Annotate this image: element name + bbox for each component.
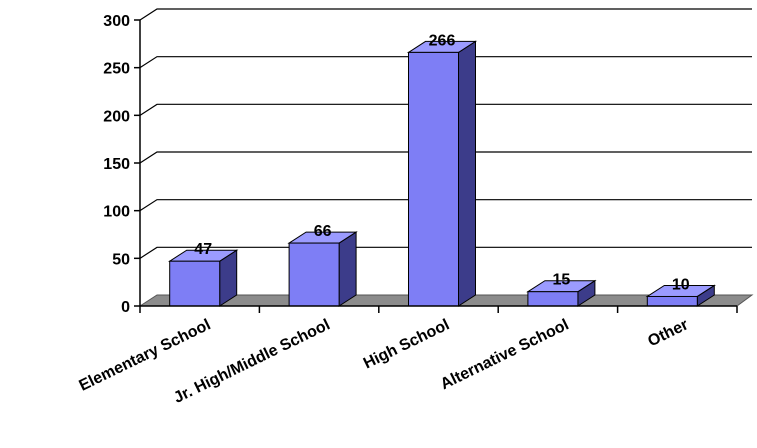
- bar-front-face: [408, 51, 459, 307]
- bars: [168, 40, 716, 307]
- bar-front-face: [288, 242, 340, 307]
- gridline: [139, 151, 752, 164]
- gridline: [139, 56, 752, 69]
- data-label: 266: [429, 32, 456, 49]
- bar-front-face: [527, 291, 579, 307]
- axes: [134, 19, 738, 313]
- y-tick-label: 250: [103, 61, 130, 78]
- y-tick-label: 0: [121, 299, 130, 316]
- bar: [168, 249, 239, 307]
- data-label: 15: [553, 272, 571, 289]
- x-category-label: Other: [645, 316, 691, 350]
- y-tick-label: 200: [103, 108, 130, 125]
- gridline: [139, 246, 752, 259]
- bar: [406, 40, 478, 307]
- y-tick-label: 100: [103, 204, 130, 221]
- y-tick-label: 300: [103, 13, 130, 30]
- bar-front-face: [169, 260, 221, 307]
- data-label: 66: [314, 223, 332, 240]
- data-label: 10: [672, 276, 690, 293]
- bar: [287, 231, 358, 307]
- y-tick-label: 150: [103, 156, 130, 173]
- bar-side-face: [458, 40, 476, 307]
- bar: [526, 279, 597, 307]
- bar-side-face: [338, 231, 357, 307]
- gridline: [139, 199, 752, 212]
- y-tick-label: 50: [112, 251, 130, 268]
- bar: [645, 284, 716, 307]
- bar-front-face: [646, 295, 698, 307]
- chart-walls: [139, 8, 752, 259]
- gridline: [139, 103, 752, 116]
- x-category-label: High School: [361, 316, 452, 372]
- x-category-label: Alternative School: [438, 316, 572, 393]
- data-label: 47: [194, 241, 212, 258]
- gridline: [139, 8, 752, 21]
